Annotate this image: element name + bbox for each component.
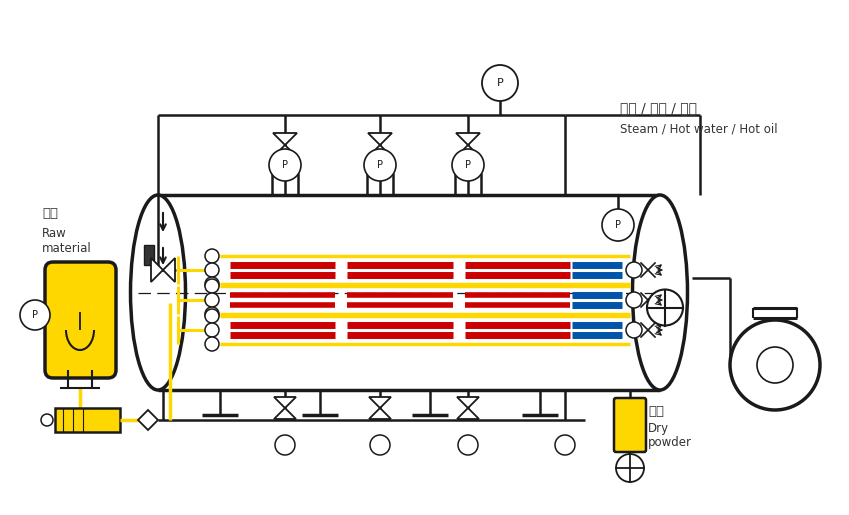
Bar — [158, 195, 660, 390]
Polygon shape — [457, 397, 479, 408]
Bar — [144, 245, 154, 265]
Text: P: P — [32, 310, 38, 320]
Text: P: P — [282, 160, 288, 170]
Circle shape — [482, 65, 518, 101]
Polygon shape — [151, 258, 163, 282]
Polygon shape — [369, 408, 391, 419]
Polygon shape — [368, 145, 392, 157]
Polygon shape — [138, 410, 158, 430]
Polygon shape — [163, 258, 175, 282]
Circle shape — [205, 323, 219, 337]
Text: material: material — [42, 242, 92, 255]
Text: powder: powder — [648, 436, 692, 449]
Text: P: P — [377, 160, 383, 170]
Circle shape — [555, 435, 575, 455]
Circle shape — [205, 277, 219, 291]
Polygon shape — [274, 408, 296, 419]
Circle shape — [205, 309, 219, 323]
Circle shape — [616, 454, 644, 482]
Bar — [55, 408, 120, 432]
Ellipse shape — [131, 195, 185, 390]
Circle shape — [205, 279, 219, 293]
Polygon shape — [456, 145, 480, 157]
Polygon shape — [369, 397, 391, 408]
Circle shape — [269, 149, 301, 181]
Text: P: P — [465, 160, 471, 170]
Circle shape — [730, 320, 820, 410]
Circle shape — [20, 300, 50, 330]
Text: P: P — [615, 220, 621, 230]
Text: 干粉: 干粉 — [648, 405, 664, 418]
Polygon shape — [456, 133, 480, 145]
Text: Raw: Raw — [42, 227, 67, 240]
Circle shape — [602, 209, 634, 241]
Circle shape — [370, 435, 390, 455]
Circle shape — [41, 414, 53, 426]
Circle shape — [275, 435, 295, 455]
Polygon shape — [368, 133, 392, 145]
Ellipse shape — [633, 195, 688, 390]
Circle shape — [205, 337, 219, 351]
Circle shape — [626, 292, 642, 308]
Circle shape — [757, 347, 793, 383]
Polygon shape — [273, 133, 297, 145]
Circle shape — [205, 249, 219, 263]
Text: Steam / Hot water / Hot oil: Steam / Hot water / Hot oil — [620, 122, 778, 135]
Text: 原料: 原料 — [42, 207, 58, 220]
Text: P: P — [497, 78, 503, 88]
Polygon shape — [273, 145, 297, 157]
Circle shape — [205, 263, 219, 277]
Circle shape — [626, 262, 642, 278]
Circle shape — [452, 149, 484, 181]
Circle shape — [364, 149, 396, 181]
Circle shape — [205, 307, 219, 321]
Circle shape — [458, 435, 478, 455]
Circle shape — [626, 322, 642, 338]
Polygon shape — [457, 408, 479, 419]
Circle shape — [647, 289, 683, 325]
Text: 蜒汽 / 热水 / 热油: 蜒汽 / 热水 / 热油 — [620, 101, 697, 115]
Polygon shape — [274, 397, 296, 408]
Text: Dry: Dry — [648, 422, 669, 435]
FancyBboxPatch shape — [45, 262, 116, 378]
FancyBboxPatch shape — [614, 398, 646, 452]
Circle shape — [205, 293, 219, 307]
